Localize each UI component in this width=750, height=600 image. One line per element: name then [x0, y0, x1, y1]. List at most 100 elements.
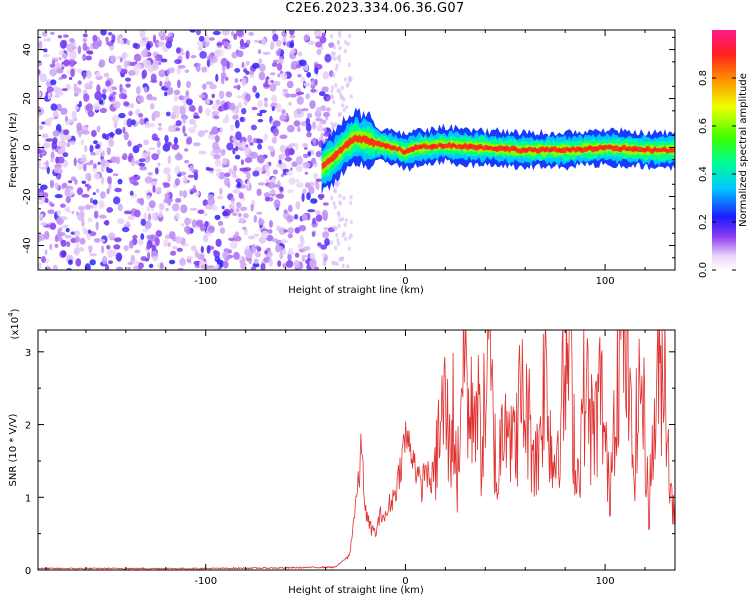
snr-y-axis-label: SNR (10 * V/V) [8, 413, 19, 486]
noise-blob [267, 181, 276, 189]
noise-blob [253, 233, 260, 237]
noise-blob [197, 45, 203, 51]
noise-blob [235, 146, 239, 152]
noise-blob [158, 203, 165, 211]
noise-blob [152, 185, 156, 193]
noise-blob [113, 244, 121, 250]
noise-blob [77, 80, 82, 85]
noise-blob [219, 90, 225, 100]
colorbar-tick-label: 0.6 [698, 118, 709, 134]
noise-blob [89, 197, 94, 204]
noise-blob [315, 36, 323, 39]
noise-blob [54, 182, 59, 190]
noise-blob [51, 140, 58, 150]
noise-blob [82, 53, 86, 62]
noise-blob [221, 75, 225, 85]
colorbar-gradient [712, 30, 736, 270]
noise-blob [216, 259, 221, 265]
noise-blob [195, 63, 201, 72]
noise-blob [106, 188, 110, 195]
noise-blob [118, 92, 125, 100]
noise-blob [141, 152, 148, 159]
noise-blob [192, 142, 201, 147]
signal-peak [418, 145, 424, 149]
noise-blob [330, 88, 334, 94]
noise-blob [105, 80, 111, 87]
noise-blob [335, 63, 339, 68]
noise-blob [46, 37, 52, 42]
signal-peak [476, 145, 482, 149]
noise-blob [100, 30, 107, 36]
noise-blob [107, 32, 113, 36]
noise-blob [38, 200, 44, 205]
noise-blob [321, 209, 328, 218]
noise-blob [318, 121, 323, 130]
noise-blob [59, 227, 63, 231]
noise-blob [229, 124, 235, 131]
noise-blob [126, 39, 131, 46]
noise-blob [106, 245, 111, 250]
signal-peak [661, 148, 666, 152]
noise-blob [69, 38, 75, 43]
noise-blob [267, 78, 271, 86]
noise-blob [147, 213, 152, 222]
noise-blob [166, 69, 170, 75]
noise-blob [162, 32, 166, 38]
noise-blob [221, 30, 230, 36]
noise-blob [176, 47, 181, 54]
signal-peak [542, 148, 548, 152]
noise-blob [58, 49, 64, 56]
noise-blob [217, 220, 224, 226]
noise-blob [44, 249, 48, 256]
noise-blob [179, 51, 185, 56]
noise-blob [175, 120, 182, 127]
spectrogram-frame [37, 29, 676, 271]
noise-blob [183, 133, 188, 137]
noise-blob [305, 183, 312, 189]
noise-blob [205, 107, 211, 117]
spectrogram-axes: -100 0 100 -40 -20 0 20 40 [22, 30, 675, 287]
noise-blob [38, 69, 41, 75]
noise-blob [149, 103, 155, 110]
noise-blob [288, 177, 296, 185]
noise-blob [87, 217, 93, 223]
noise-blob [249, 142, 254, 146]
noise-blob [333, 56, 337, 61]
noise-blob [297, 74, 302, 78]
noise-blob [81, 227, 87, 233]
noise-blob [286, 80, 294, 89]
snr-marks [38, 330, 675, 570]
noise-blob [95, 188, 100, 193]
noise-blob [115, 252, 123, 262]
noise-blob [308, 186, 315, 195]
noise-blob [175, 127, 181, 132]
noise-blob [330, 195, 334, 201]
noise-blob [281, 109, 286, 115]
noise-blob [171, 245, 178, 250]
noise-blob [88, 51, 93, 55]
noise-blob [325, 96, 331, 101]
noise-blob [167, 32, 173, 38]
noise-blob [158, 69, 166, 78]
noise-blob [204, 35, 210, 43]
noise-blob [306, 71, 312, 78]
noise-blob [258, 63, 266, 72]
snr-y-multiplier-base: (x10 [10, 317, 21, 340]
noise-blob [259, 109, 267, 114]
noise-blob [244, 157, 253, 163]
noise-blob [240, 159, 244, 166]
noise-blob [242, 212, 249, 219]
noise-blob [59, 92, 64, 96]
noise-blob [202, 234, 209, 243]
noise-blob [252, 248, 256, 254]
noise-blob [343, 222, 347, 228]
noise-blob [63, 129, 70, 136]
noise-blob [136, 95, 145, 104]
noise-blob [302, 153, 309, 159]
noise-blob [103, 220, 110, 225]
noise-blob [118, 112, 126, 119]
noise-blob [229, 102, 236, 111]
noise-blob [230, 31, 235, 37]
noise-blob [158, 211, 163, 218]
noise-blob [98, 214, 107, 219]
